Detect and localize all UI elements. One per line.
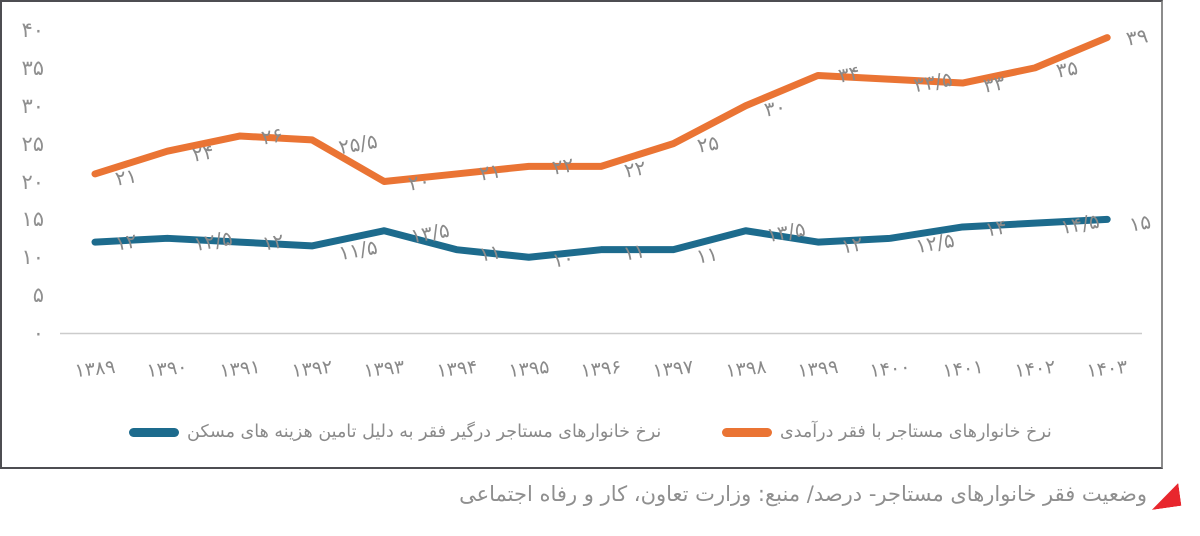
- data-point-label: ۱۱: [694, 240, 721, 269]
- data-point-label: ۱۰: [550, 245, 576, 273]
- chart-frame: ۰ ۵ ۱۰ ۱۵ ۲۰ ۲۵ ۳۰ ۳۵ ۴۰ ۱۳۸۹ ۱۳۹۰ ۱۳۹۱ ۱۳۹۲ ۱۳۹۳ ۱۳۹…: [0, 0, 1163, 469]
- data-point-label: ۱۱: [621, 237, 647, 266]
- data-point-label: ۱۲: [839, 231, 865, 259]
- data-point-label: ۱۲: [259, 228, 286, 256]
- y-axis-tick-label: ۴۰: [21, 18, 44, 42]
- data-point-label: ۱۱: [476, 238, 503, 267]
- data-point-label: ۲۵: [695, 129, 722, 158]
- data-point-label: ۳۵: [1054, 55, 1080, 83]
- data-point-label: ۳۹: [1124, 22, 1150, 51]
- data-point-label: ۲۲: [622, 155, 648, 184]
- data-point-label: ۱۲: [113, 228, 139, 256]
- caption-text: وضعیت فقر خانوارهای مستاجر- درصد/ منبع: …: [459, 482, 1147, 506]
- caption: وضعیت فقر خانوارهای مستاجر- درصد/ منبع: …: [459, 480, 1180, 508]
- legend-label-housing: نرخ خانوارهای مستاجر درگیر فقر به دلیل ت…: [187, 422, 662, 442]
- data-point-label: ۲۶: [258, 122, 285, 150]
- logo-triangle-icon: [1149, 483, 1182, 510]
- data-point-label: ۲۱: [113, 163, 139, 191]
- plot-area: [60, 34, 1142, 335]
- data-point-label: ۳۴: [836, 60, 862, 89]
- data-point-label: ۱۴: [982, 214, 1009, 242]
- legend-item-housing-cost-poverty: نرخ خانوارهای مستاجر درگیر فقر به دلیل ت…: [129, 419, 661, 445]
- y-axis-tick-label: ۱۰: [21, 245, 44, 270]
- data-point-label: ۲۱: [476, 158, 503, 186]
- y-axis-tick-label: ۳۰: [21, 93, 44, 118]
- series-line-housing-cost-poverty: [91, 215, 1111, 261]
- y-axis-tick-label: ۰: [32, 321, 44, 345]
- series-line-income-poverty: [91, 34, 1111, 185]
- legend-label-income: نرخ خانوارهای مستاجر با فقر درآمدی: [780, 422, 1052, 442]
- legend-swatch-income-icon: [722, 427, 772, 437]
- data-point-label: ۳۳: [980, 70, 1007, 98]
- data-point-label: ۲۲: [550, 152, 576, 181]
- data-point-label: ۳۰: [762, 94, 788, 122]
- legend-item-income-poverty: نرخ خانوارهای مستاجر با فقر درآمدی: [722, 419, 1052, 445]
- y-axis-tick-label: ۲۵: [21, 131, 44, 156]
- legend-swatch-housing-icon: [129, 427, 179, 437]
- y-axis-tick-label: ۲۰: [21, 169, 44, 194]
- data-point-label: ۲۰: [406, 167, 432, 196]
- y-axis-tick-label: ۳۵: [21, 55, 44, 80]
- data-point-label: ۱۵: [1127, 209, 1153, 238]
- y-axis-tick-label: ۵: [32, 283, 44, 308]
- data-point-label: ۲۴: [190, 139, 216, 167]
- y-axis-tick-label: ۱۵: [21, 207, 44, 232]
